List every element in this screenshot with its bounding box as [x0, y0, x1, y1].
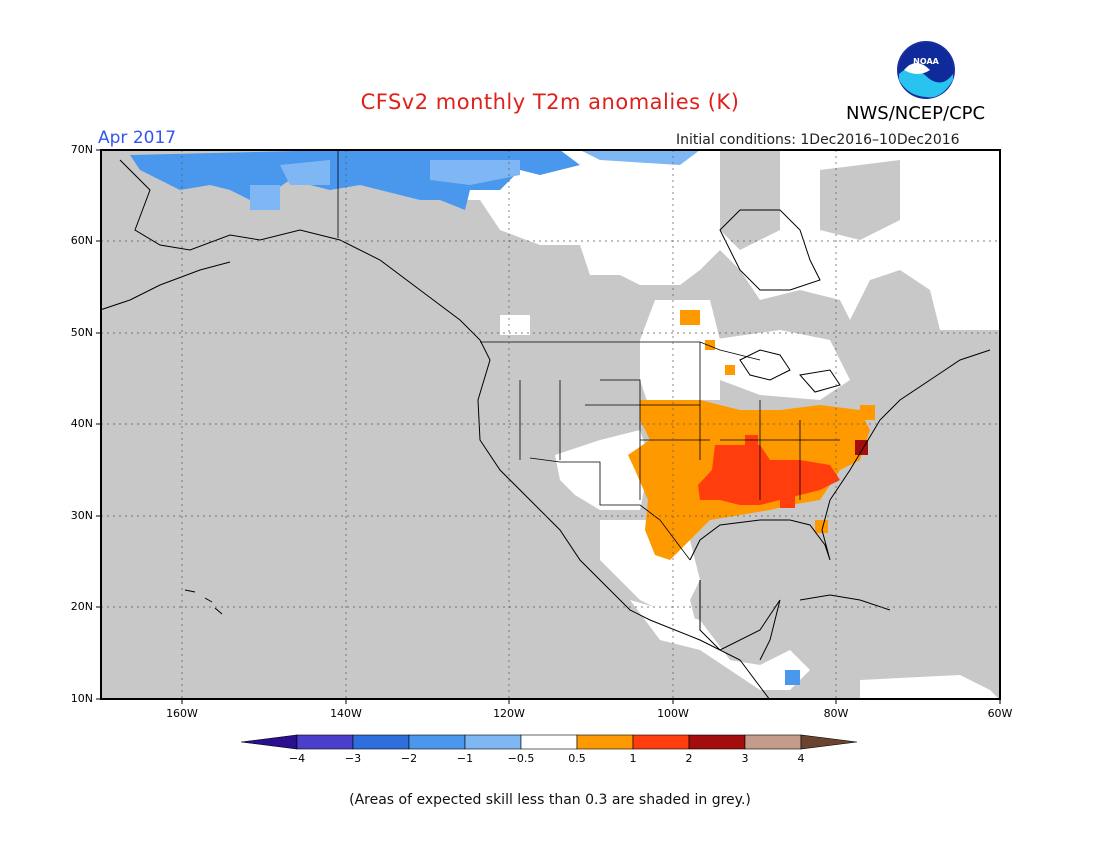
colorbar-label: 0.5	[568, 752, 586, 765]
colorbar-swatch	[520, 734, 578, 750]
lat-label-30n: 30N	[70, 509, 93, 522]
colorbar-label: 4	[797, 752, 805, 765]
colorbar-label: 1	[629, 752, 637, 765]
lon-label-120w: 120W	[493, 707, 525, 720]
colorbar-swatch	[744, 734, 802, 750]
lat-label-20n: 20N	[70, 600, 93, 613]
colorbar-swatch	[464, 734, 522, 750]
colorbar-label: −2	[400, 752, 418, 765]
initial-conditions-label: Initial conditions: 1Dec2016–10Dec2016	[676, 132, 960, 148]
lat-label-70n: 70N	[70, 143, 93, 156]
coastlines	[101, 159, 991, 699]
colorbar-label: 3	[741, 752, 749, 765]
strong-warm-anomaly-regions	[698, 435, 868, 508]
colorbar-swatch	[632, 734, 690, 750]
lon-label-140w: 140W	[330, 707, 362, 720]
lon-label-100w: 100W	[657, 707, 689, 720]
colorbar-low-extension	[240, 734, 298, 750]
colorbar-swatch	[296, 734, 354, 750]
colorbar-label: −3	[344, 752, 362, 765]
colorbar-swatch	[352, 734, 410, 750]
lon-label-160w: 160W	[166, 707, 198, 720]
colorbar-label: −0.5	[507, 752, 535, 765]
colorbar-swatch	[576, 734, 634, 750]
colorbar-high-extension	[800, 734, 858, 750]
lat-label-50n: 50N	[70, 326, 93, 339]
organization-label: NWS/NCEP/CPC	[846, 103, 986, 124]
colorbar-swatch	[688, 734, 746, 750]
skill-footnote: (Areas of expected skill less than 0.3 a…	[349, 792, 751, 808]
cold-anomaly-regions	[130, 150, 800, 685]
graticule	[101, 150, 1000, 699]
lat-label-60n: 60N	[70, 234, 93, 247]
lat-label-40n: 40N	[70, 417, 93, 430]
noaa-logo-text: NOAA	[913, 57, 939, 66]
noaa-logo: NOAA	[897, 41, 955, 99]
colorbar-label: 2	[685, 752, 693, 765]
lat-label-10n: 10N	[70, 692, 93, 705]
colorbar-swatch	[408, 734, 466, 750]
colorbar-label: −4	[288, 752, 306, 765]
axis-ticks	[96, 149, 1001, 704]
map-title: CFSv2 monthly T2m anomalies (K)	[360, 90, 740, 114]
political-borders	[337, 150, 840, 561]
colorbar-label: −1	[456, 752, 474, 765]
valid-month-label: Apr 2017	[98, 128, 177, 148]
lon-label-60w: 60W	[987, 707, 1013, 720]
lon-label-80w: 80W	[823, 707, 849, 720]
